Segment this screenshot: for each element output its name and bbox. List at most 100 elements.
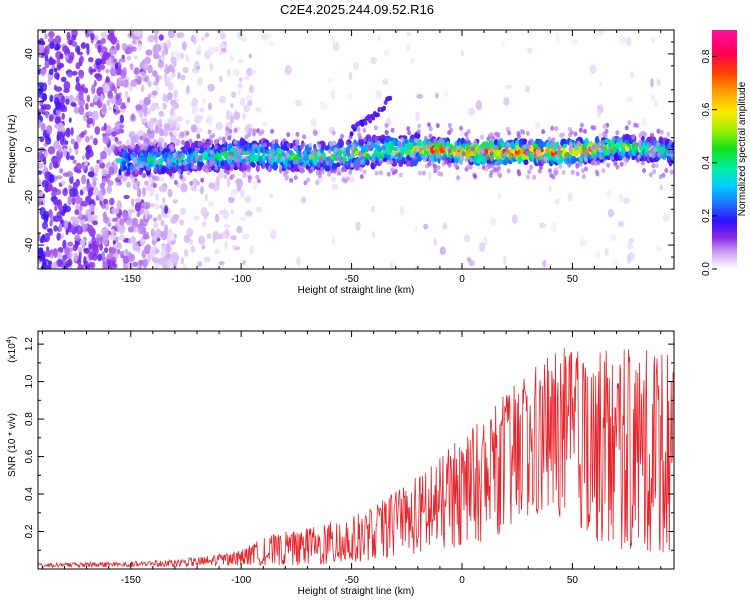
noise-blob [107, 149, 112, 156]
noise-blob [103, 122, 107, 131]
halo-blob [261, 164, 266, 170]
spectrogram-panel: -150 -100 -50 0 50 -40 -20 0 20 40 Height of str… [7, 29, 675, 296]
halo-blob [596, 160, 601, 166]
noise-blob [348, 71, 353, 81]
noise-blob [167, 81, 174, 91]
halo-blob [303, 180, 308, 186]
noise-blob [97, 44, 102, 53]
noise-blob [626, 36, 632, 47]
noise-blob [144, 76, 148, 82]
noise-blob [127, 226, 135, 233]
noise-blob [236, 178, 244, 189]
noise-blob [87, 171, 95, 178]
halo-blob [233, 128, 238, 133]
noise-blob [118, 244, 123, 250]
noise-blob [81, 131, 85, 137]
noise-blob [109, 197, 115, 206]
noise-blob [167, 30, 175, 39]
halo-blob [635, 142, 639, 148]
noise-blob [245, 210, 253, 217]
noise-blob [128, 253, 133, 262]
halo-blob [235, 152, 240, 158]
noise-blob [567, 192, 573, 202]
noise-blob [115, 93, 120, 101]
noise-blob [152, 217, 158, 222]
spectrogram-y-tick-label: -40 [24, 237, 35, 252]
spectrogram-y-tick-label: 0 [24, 146, 35, 152]
halo-blob [209, 139, 214, 145]
colorbar-tick-label: 0.6 [701, 102, 712, 116]
noise-blob [82, 154, 85, 161]
noise-blob [154, 125, 160, 134]
halo-blob [575, 163, 580, 169]
halo-blob [260, 129, 265, 135]
halo-blob [465, 136, 470, 142]
noise-blob [81, 174, 87, 185]
noise-blob [119, 218, 125, 226]
noise-blob [177, 32, 185, 39]
halo-blob [227, 135, 232, 141]
noise-blob [75, 45, 81, 53]
noise-blob [207, 200, 214, 207]
noise-blob [110, 247, 117, 255]
halo-blob [578, 162, 583, 167]
noise-blob [44, 104, 51, 110]
noise-blob [160, 219, 165, 227]
noise-blob [147, 64, 153, 74]
noise-blob [40, 40, 46, 45]
halo-blob [516, 169, 521, 175]
noise-blob [153, 43, 162, 53]
halo-blob [381, 145, 386, 151]
figure-title: C2E4.2025.244.09.52.R16 [280, 2, 434, 17]
noise-blob [125, 219, 133, 226]
noise-blob [182, 66, 189, 74]
noise-blob [147, 80, 152, 88]
noise-blob [72, 159, 77, 164]
noise-blob [197, 45, 201, 52]
noise-blob [100, 37, 106, 45]
noise-blob [71, 34, 77, 41]
noise-blob [99, 242, 103, 251]
noise-blob [71, 41, 78, 47]
halo-blob [522, 144, 527, 150]
noise-blob [202, 97, 206, 106]
noise-blob [626, 96, 633, 102]
halo-blob [333, 147, 338, 153]
noise-blob [284, 65, 292, 75]
halo-blob [428, 133, 433, 139]
noise-blob [153, 51, 159, 60]
noise-blob [117, 248, 121, 255]
halo-blob [447, 148, 452, 154]
noise-blob [106, 99, 111, 107]
halo-blob [195, 180, 200, 186]
noise-blob [92, 180, 97, 187]
noise-blob [145, 49, 153, 56]
halo-blob [639, 131, 644, 137]
noise-blob [597, 108, 601, 118]
halo-blob [172, 152, 177, 158]
noise-blob [38, 162, 44, 169]
noise-blob [113, 105, 120, 110]
halo-blob [576, 140, 581, 146]
noise-blob [60, 76, 67, 83]
halo-blob [340, 167, 345, 173]
halo-blob [367, 141, 372, 146]
noise-blob [40, 122, 46, 132]
noise-blob [115, 109, 121, 114]
halo-blob [473, 174, 478, 180]
noise-blob [158, 110, 165, 117]
ridge-blob [121, 160, 126, 167]
halo-blob [555, 154, 559, 160]
noise-blob [132, 217, 139, 226]
noise-blob [145, 244, 152, 252]
halo-blob [437, 171, 442, 176]
halo-blob [298, 164, 302, 170]
colorbar-ticks: 0.0 0.2 0.4 0.6 0.8 [701, 49, 717, 276]
halo-blob [151, 175, 156, 181]
halo-blob [606, 162, 611, 168]
noise-blob [126, 181, 131, 188]
noise-blob [346, 93, 354, 101]
halo-blob [146, 165, 151, 171]
halo-blob [627, 120, 632, 126]
noise-blob [255, 206, 263, 213]
